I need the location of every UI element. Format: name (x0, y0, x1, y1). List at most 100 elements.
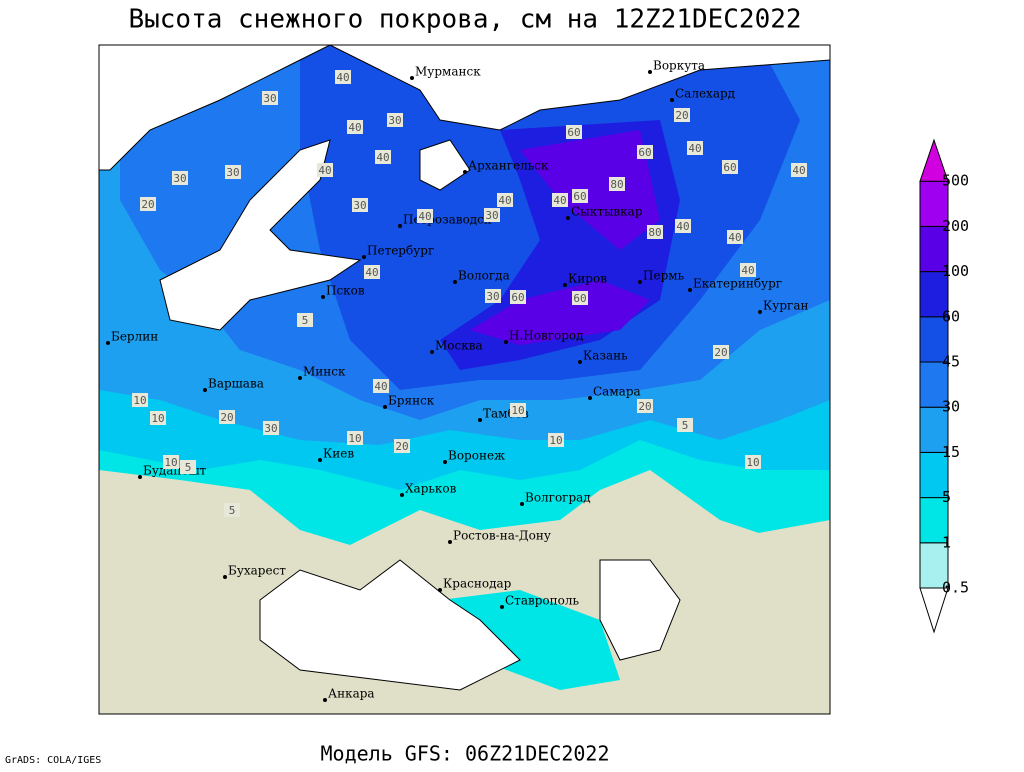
city-label: Самара (593, 385, 641, 399)
contour-label: 80 (648, 226, 661, 239)
city-dot (638, 280, 642, 284)
contour-label: 10 (164, 456, 177, 469)
snow-caucasus (440, 590, 620, 690)
city-label: Н.Новгород (509, 329, 584, 343)
contour-label: 40 (688, 142, 701, 155)
city-dot (383, 405, 387, 409)
contour-label-box (394, 439, 410, 453)
contour-label-box (510, 403, 526, 417)
city-label: Бухарест (228, 564, 286, 578)
contour-label-box (722, 160, 738, 174)
contour-label: 30 (485, 209, 498, 222)
sea (99, 45, 331, 171)
contour-label-box (375, 150, 391, 164)
sea (329, 45, 830, 131)
city-dot (588, 396, 592, 400)
contour-label: 60 (567, 126, 580, 139)
contour-label: 40 (792, 164, 805, 177)
contour-label-box (262, 91, 278, 105)
city-dot (430, 350, 434, 354)
city-label: Харьков (405, 482, 457, 496)
contour-label: 30 (263, 92, 276, 105)
contour-label-box (373, 379, 389, 393)
contour-label: 30 (486, 290, 499, 303)
legend-label: 1 (942, 533, 951, 551)
contour-label-box (172, 171, 188, 185)
contour-label: 20 (141, 198, 154, 211)
contour-label: 40 (498, 194, 511, 207)
city-dot (138, 475, 142, 479)
legend-swatch (919, 406, 949, 453)
legend-label: 30 (942, 398, 960, 416)
city-dot (504, 340, 508, 344)
contour-label-box (497, 193, 513, 207)
city-dot (478, 418, 482, 422)
contour-label: 30 (353, 199, 366, 212)
contour-label: 60 (573, 190, 586, 203)
contour-label: 10 (746, 456, 759, 469)
contour-label: 30 (388, 114, 401, 127)
contour-label-box (637, 145, 653, 159)
sea (259, 559, 521, 691)
contour-label: 30 (264, 422, 277, 435)
city-dot (106, 341, 110, 345)
city-label: Воронеж (448, 449, 505, 463)
contour-label-box (224, 503, 240, 517)
contour-label: 5 (185, 461, 192, 474)
city-dot (448, 540, 452, 544)
legend-label: 5 (942, 488, 951, 506)
contour-label-box (745, 455, 761, 469)
contour-label-box (677, 418, 693, 432)
contour-label-box (566, 125, 582, 139)
contour-label-box (180, 460, 196, 474)
city-dot (463, 170, 467, 174)
contour-label-box (572, 189, 588, 203)
city-label: Салехард (675, 87, 735, 101)
city-dot (578, 360, 582, 364)
legend-label: 200 (942, 217, 969, 235)
city-dot (323, 698, 327, 702)
city-label: Волгоград (525, 491, 591, 505)
city-label: Пермь (643, 269, 685, 283)
contour-label-box (140, 197, 156, 211)
contour-label-box (484, 208, 500, 222)
legend-label: 45 (942, 353, 960, 371)
city-label: Ставрополь (505, 594, 579, 608)
city-label: Ростов-на-Дону (453, 529, 551, 543)
contour-label: 40 (376, 151, 389, 164)
city-label: Киев (323, 447, 354, 461)
contour-label: 60 (638, 146, 651, 159)
city-dot (500, 605, 504, 609)
sea (159, 139, 362, 331)
city-label: Анкара (328, 687, 375, 701)
city-label: Петербург (367, 244, 434, 258)
city-dot (566, 216, 570, 220)
contour-label: 60 (573, 292, 586, 305)
city-dot (223, 575, 227, 579)
city-label: Псков (326, 284, 365, 298)
contour-label: 80 (610, 178, 623, 191)
city-dot (321, 295, 325, 299)
legend-label: 100 (942, 262, 969, 280)
contour-label: 5 (682, 419, 689, 432)
credit: GrADS: COLA/IGES (5, 755, 101, 766)
city-dot (203, 388, 207, 392)
snow-100-200 (470, 280, 650, 345)
contour-label-box (740, 263, 756, 277)
city-label: Курган (763, 299, 808, 313)
contour-label: 40 (418, 210, 431, 223)
city-label: Екатеринбург (693, 277, 782, 291)
legend-swatch (919, 316, 949, 363)
contour-label: 40 (676, 220, 689, 233)
contour-label-box (150, 411, 166, 425)
contour-label: 30 (173, 172, 186, 185)
city-dot (318, 458, 322, 462)
contour-label-box (572, 291, 588, 305)
legend-label: 15 (942, 443, 960, 461)
city-label: Минск (303, 365, 346, 379)
contour-label-box (263, 421, 279, 435)
contour-label: 40 (553, 194, 566, 207)
contour-label-box (317, 163, 333, 177)
contour-label: 40 (374, 380, 387, 393)
